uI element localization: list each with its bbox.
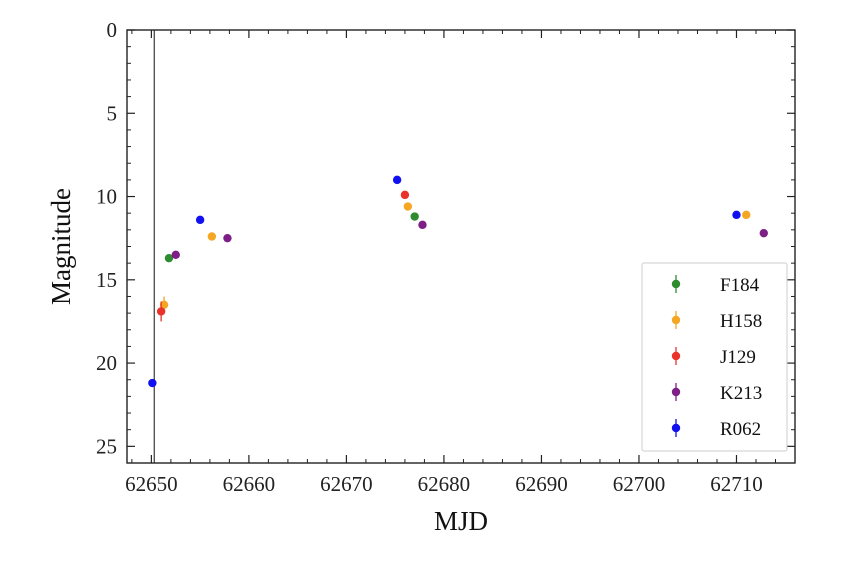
plot-frame [126,29,796,464]
data-points [148,175,768,388]
y-tick-label: 10 [96,185,117,209]
point-k213 [171,250,180,260]
x-tick-label: 62700 [613,472,666,496]
y-tick-label: 5 [107,101,118,125]
legend-marker-r062 [671,423,681,433]
x-tick-label: 62650 [125,472,178,496]
tick-labels: 62650 62660 62670 62680 62690 62700 62710 0 5 10 1… [96,18,763,496]
x-tick-label: 62660 [223,472,276,496]
point-h158 [403,202,413,211]
point-k213 [418,220,427,230]
x-axis-label: MJD [434,506,488,536]
point-r062 [732,210,741,220]
legend-label-r062: R062 [720,419,761,440]
legend-marker-k213 [671,387,681,397]
y-tick-label: 0 [107,18,118,42]
legend-label-j129: J129 [720,347,756,368]
legend: F184 H158 J129 K213 R062 [641,262,788,452]
point-j129 [400,190,410,200]
point-h158 [742,210,751,220]
x-tick-label: 62690 [515,472,568,496]
point-r062 [195,215,205,225]
legend-label-f184: F184 [720,275,760,296]
x-tick-label: 62670 [320,472,373,496]
point-h158 [207,232,217,241]
y-tick-label: 15 [96,268,117,292]
y-tick-label: 25 [96,434,117,458]
y-tick-label: 20 [96,351,117,375]
legend-label-k213: K213 [720,383,762,404]
x-tick-label: 62680 [418,472,471,496]
point-r062 [392,175,402,185]
y-axis-label: Magnitude [46,188,76,305]
point-k213 [759,228,768,238]
legend-box [641,262,788,452]
legend-marker-j129 [671,351,681,361]
legend-marker-h158 [671,315,681,325]
legend-label-h158: H158 [720,311,762,332]
legend-marker-f184 [671,279,681,289]
point-r062 [148,378,157,388]
point-f184 [410,212,419,221]
point-f184 [164,253,174,263]
point-h158 [159,300,169,309]
point-j129 [156,307,166,316]
x-tick-label: 62710 [710,472,763,496]
point-k213 [223,233,232,243]
